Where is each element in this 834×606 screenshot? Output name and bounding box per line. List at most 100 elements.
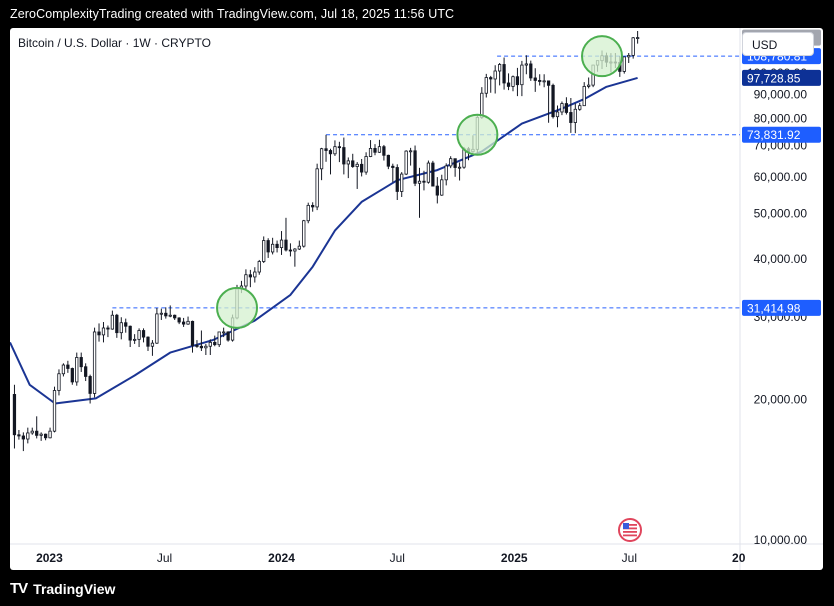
candle-body	[173, 314, 177, 319]
candle-body	[457, 166, 462, 169]
candle-body	[213, 341, 217, 346]
candle-body	[115, 314, 119, 334]
tradingview-logo-icon: TV	[10, 580, 28, 597]
candle-17	[88, 374, 92, 404]
candle-110	[502, 57, 506, 90]
grid-layer	[10, 28, 823, 570]
candle-body	[35, 430, 39, 436]
candle-body	[253, 271, 257, 278]
candle-19	[97, 323, 101, 342]
candle-80	[368, 140, 373, 158]
candle-45	[213, 335, 217, 347]
candle-body	[275, 243, 279, 249]
candle-113	[515, 67, 520, 97]
candle-body	[66, 364, 70, 369]
candle-body	[208, 341, 212, 347]
candle-83	[382, 144, 386, 161]
tradingview-footer: TV TradingView	[10, 580, 115, 597]
y-tick-label: 10,000.00	[754, 533, 808, 547]
candle-10	[57, 369, 61, 396]
candle-67	[311, 202, 315, 212]
candle-117	[533, 68, 537, 92]
candle-body	[293, 248, 297, 252]
price-label-bg	[742, 69, 821, 86]
candle-1	[17, 429, 21, 440]
chart-panel[interactable]: 10,000.00 20,000.00 30,000.00 40,000.00 50,0…	[10, 28, 823, 570]
candle-body	[79, 357, 83, 368]
horizontal-levels-layer	[112, 55, 740, 309]
price-label-text: 73,831.92	[747, 128, 801, 142]
candle-body	[128, 325, 132, 341]
candle-body	[515, 76, 520, 86]
candle-71	[328, 148, 333, 175]
candle-122	[555, 105, 560, 128]
flag-canton	[623, 523, 629, 529]
candle-body	[70, 368, 74, 383]
highlight-circles-layer	[216, 35, 624, 329]
candle-body	[337, 146, 342, 149]
candle-74	[342, 137, 346, 175]
candle-30	[146, 336, 150, 351]
chart-caption: ZeroComplexityTrading created with Tradi…	[10, 7, 455, 21]
candle-128	[582, 82, 586, 107]
flag-stripe	[623, 531, 637, 533]
candle-body	[328, 150, 333, 155]
price-chart[interactable]: 10,000.0020,000.0030,000.0040,000.0050,0…	[10, 28, 823, 570]
candle-91	[417, 167, 422, 218]
x-tick-label: 20	[732, 551, 746, 565]
candle-body	[422, 180, 426, 183]
y-tick-label: 50,000.00	[754, 207, 808, 221]
candle-body	[297, 245, 301, 250]
candle-body	[564, 103, 569, 113]
price-label-ma: 97,728.85	[742, 69, 821, 86]
candle-107	[489, 75, 493, 93]
candle-43	[204, 343, 208, 356]
candle-115	[524, 55, 528, 75]
candle-body	[635, 37, 640, 39]
currency-button[interactable]: USD	[742, 32, 814, 56]
candle-53	[248, 269, 252, 288]
highlight-circle-2	[581, 35, 624, 78]
candle-23	[115, 313, 119, 338]
candle-58	[270, 237, 275, 255]
candle-62	[288, 243, 293, 257]
candle-body	[302, 220, 306, 247]
candle-27	[133, 334, 137, 344]
candle-body	[417, 180, 422, 184]
candle-body	[351, 160, 355, 167]
candle-body	[444, 165, 448, 181]
candle-126	[573, 103, 577, 134]
candle-57	[266, 238, 270, 258]
candle-body	[97, 331, 101, 336]
candle-25	[124, 318, 128, 333]
y-tick-label: 60,000.00	[754, 170, 808, 184]
candle-body	[538, 80, 542, 82]
candle-139	[631, 36, 635, 59]
candle-123	[560, 101, 564, 116]
candle-body	[52, 390, 57, 432]
candle-body	[484, 77, 488, 94]
y-tick-label: 90,000.00	[754, 88, 808, 102]
candle-body	[124, 322, 128, 327]
candle-body	[631, 37, 635, 56]
moving-average-line	[10, 76, 638, 405]
candle-127	[578, 102, 582, 111]
candle-129	[587, 77, 591, 89]
candle-body	[159, 312, 163, 315]
candle-body	[377, 146, 382, 153]
candle-56	[262, 236, 266, 264]
candle-body	[578, 105, 582, 110]
candle-body	[222, 331, 226, 334]
candle-body	[119, 322, 123, 334]
candle-body	[17, 434, 21, 437]
candle-body	[133, 338, 137, 341]
candle-73	[337, 141, 342, 163]
candle-body	[333, 146, 337, 155]
candle-15	[79, 352, 83, 372]
candle-11	[61, 363, 66, 377]
candle-94	[431, 160, 435, 187]
candle-82	[377, 139, 382, 153]
candle-body	[546, 80, 551, 86]
candle-body	[164, 312, 168, 317]
candle-body	[137, 330, 141, 340]
